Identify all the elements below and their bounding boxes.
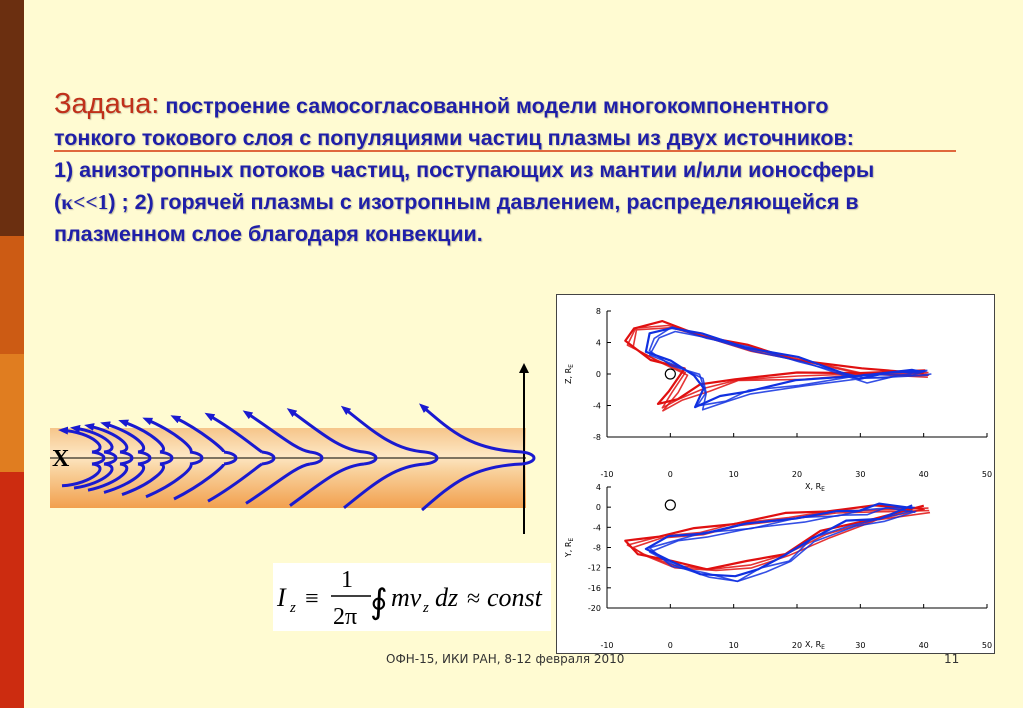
- formula-integral: ∮: [370, 584, 388, 621]
- formula-const: const: [487, 583, 543, 612]
- title-line-2: тонкого токового слоя с популяциями част…: [54, 126, 854, 150]
- y-tick-label: 4: [596, 483, 601, 492]
- footer-text: ОФН-15, ИКИ РАН, 8-12 февраля 2010: [386, 652, 625, 666]
- y-tick-label: -4: [593, 402, 601, 411]
- x-tick-label: -10: [600, 641, 613, 650]
- sidebar-block-1: [0, 0, 24, 236]
- field-line-lower: [103, 462, 146, 494]
- title-line-5: плазменном слое благодаря конвекции.: [54, 222, 483, 246]
- earth-marker: [664, 368, 676, 380]
- trajectory-line: [648, 506, 917, 583]
- field-line-lower: [121, 462, 166, 497]
- field-line-upper: [146, 419, 204, 466]
- formula-mv: mv: [391, 583, 422, 612]
- x-tick-label: 20: [792, 641, 802, 650]
- trajectory-line: [644, 327, 926, 409]
- x-axis-title: X, RE: [805, 640, 825, 651]
- x-label: X: [52, 446, 70, 472]
- field-line-lower: [343, 462, 426, 509]
- y-tick-label: 0: [596, 370, 601, 379]
- y-tick-label: -4: [593, 523, 601, 532]
- formula-dz: dz: [435, 583, 458, 612]
- sidebar-block-4: [0, 472, 24, 708]
- x-tick-label: 40: [919, 470, 929, 479]
- x-tick-label: 50: [982, 470, 992, 479]
- title-line-4b: ) ; 2) горячей плазмы с изотропным давле…: [108, 190, 859, 214]
- y-tick-label: -8: [593, 433, 601, 442]
- x-tick-label: 40: [919, 641, 929, 650]
- trajectory-line: [648, 326, 928, 407]
- field-line-upper: [422, 406, 536, 466]
- y-axis-title: Y, RE: [564, 538, 575, 559]
- sidebar-block-3: [0, 354, 24, 472]
- x-tick-label: 0: [668, 470, 673, 479]
- x-tick-label: -10: [600, 470, 613, 479]
- field-line-lower: [245, 462, 311, 505]
- formula-denominator: 2π: [333, 604, 357, 630]
- y-tick-label: 4: [596, 339, 601, 348]
- y-axis-title: Z, RE: [564, 364, 575, 384]
- sidebar-block-2: [0, 236, 24, 354]
- x-tick-label: 50: [982, 641, 992, 650]
- sidebar-decoration: [0, 0, 24, 708]
- formula-I: I: [276, 583, 287, 612]
- y-tick-label: -16: [588, 584, 601, 593]
- y-tick-label: -12: [588, 564, 601, 573]
- field-line-upper: [290, 410, 378, 466]
- x-tick-label: 10: [729, 641, 739, 650]
- formula-svg: I z ≡ 1 2π ∮ mv z dz ≈ const: [276, 567, 543, 630]
- kappa-symbol: κ<<1: [61, 190, 109, 214]
- field-line-upper: [174, 417, 238, 466]
- current-formula: I z ≡ 1 2π ∮ mv z dz ≈ const: [273, 563, 551, 631]
- trajectory-plots: 8 4 0 -4 -8 -10 0 10 20 30 40 50 X, RE Z, RE 4 0 -4 -8 -12…: [556, 294, 995, 654]
- formula-approx: ≈: [467, 586, 480, 612]
- title-line-4a: (: [54, 190, 62, 214]
- field-line-upper: [246, 413, 324, 466]
- x-tick-label: 10: [729, 470, 739, 479]
- title-line-1: построение самосогласованной модели мног…: [159, 94, 829, 118]
- slide-title: Задача: построение самосогласованной мод…: [54, 88, 994, 250]
- field-lines-svg: X: [50, 363, 536, 534]
- trajectory-line: [648, 330, 932, 411]
- task-label: Задача:: [54, 88, 160, 120]
- current-sheet-diagram: X: [50, 362, 540, 540]
- field-line-lower: [87, 462, 129, 492]
- field-line-lower: [145, 462, 193, 499]
- y-tick-label: 8: [596, 307, 601, 316]
- x-axis-title: X, RE: [805, 482, 825, 493]
- y-tick-label: -8: [593, 544, 601, 553]
- y-tick-label: 0: [596, 503, 601, 512]
- formula-equiv: ≡: [305, 586, 319, 612]
- field-line-lower: [421, 462, 523, 512]
- x-tick-label: 20: [792, 470, 802, 479]
- field-line-lower: [289, 462, 365, 507]
- field-line-lower: [73, 462, 114, 490]
- field-line-lower: [61, 462, 102, 488]
- title-line-3: 1) анизотропных потоков частиц, поступаю…: [54, 158, 875, 182]
- x-tick-label: 30: [855, 641, 865, 650]
- field-line-upper: [122, 421, 174, 466]
- trajectory-plots-svg: 840-4-8-10 0 10 20 30 40 50X, REZ, RE40-4-8-12…: [564, 307, 992, 651]
- field-lines: [61, 406, 536, 512]
- y-tick-label: -20: [588, 604, 601, 613]
- field-line-upper: [208, 415, 276, 466]
- field-line-lower: [173, 463, 226, 501]
- field-line-lower: [207, 462, 263, 503]
- earth-marker: [664, 499, 676, 511]
- formula-vz-sub: z: [422, 600, 429, 616]
- formula-z-sub: z: [289, 600, 296, 616]
- title-underline: [54, 150, 956, 152]
- x-tick-label: 30: [855, 470, 865, 479]
- x-tick-label: 0: [668, 641, 673, 650]
- field-line-upper: [344, 408, 439, 466]
- formula-numerator: 1: [341, 567, 353, 593]
- page-number: 11: [944, 652, 960, 666]
